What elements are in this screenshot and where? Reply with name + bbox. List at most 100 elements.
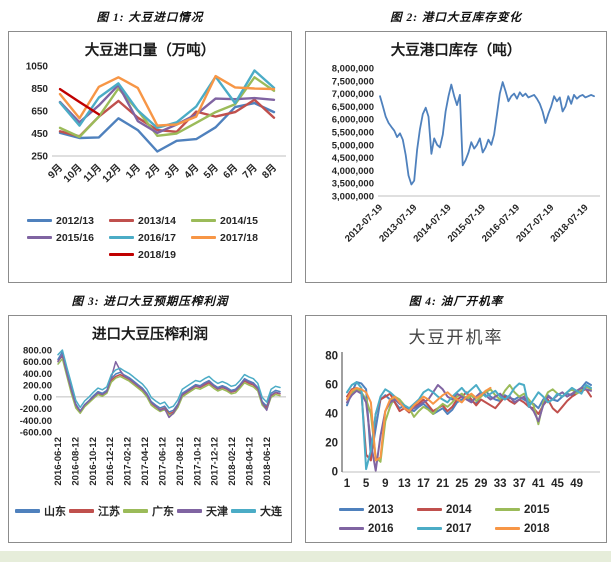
svg-text:7,000,000: 7,000,000 (332, 89, 374, 100)
legend-label: 江苏 (98, 506, 120, 518)
svg-text:49: 49 (570, 478, 583, 490)
svg-text:2016-12-12: 2016-12-12 (105, 437, 116, 486)
legend-line-swatch-icon (27, 235, 52, 240)
legend-item: 2018/19 (109, 246, 191, 263)
legend-line-swatch-icon (27, 218, 52, 223)
svg-text:33: 33 (494, 478, 507, 490)
svg-text:650: 650 (31, 107, 48, 118)
svg-text:5,000,000: 5,000,000 (332, 140, 374, 151)
legend-line-swatch-icon (109, 218, 134, 223)
charts-grid: 图 1: 大豆进口情况 图 2: 港口大豆库存变化 大豆进口量（万吨） 1050… (8, 12, 607, 543)
legend-label: 2013 (368, 503, 394, 516)
legend-line-swatch-icon (69, 509, 94, 513)
svg-text:250: 250 (31, 152, 48, 163)
legend-line-swatch-icon (339, 507, 364, 512)
legend-line-swatch-icon (417, 526, 442, 531)
legend-label: 2013/14 (138, 214, 176, 227)
legend-line-swatch-icon (339, 526, 364, 531)
crush-margin-chart: 800.00600.00400.00200.000.00-200.00-400.… (20, 346, 286, 486)
legend-item: 2017/18 (191, 229, 273, 246)
svg-text:60: 60 (325, 380, 338, 392)
svg-text:37: 37 (513, 478, 526, 490)
page-bottom-strip (0, 551, 611, 562)
legend-item: 2013/14 (109, 212, 191, 229)
chart3-legend: 山东 江苏 广东 天津 大连 (14, 502, 286, 520)
legend-item: 大连 (231, 502, 285, 520)
svg-text:7月: 7月 (240, 162, 259, 181)
legend-item: 2012/13 (27, 212, 109, 229)
svg-text:0: 0 (332, 467, 338, 479)
svg-text:6,500,000: 6,500,000 (332, 102, 374, 113)
legend-label: 天津 (206, 506, 228, 518)
legend-label: 山东 (44, 506, 66, 518)
svg-text:11月: 11月 (81, 162, 104, 185)
svg-text:0.00: 0.00 (34, 392, 53, 403)
svg-text:2016-08-12: 2016-08-12 (70, 437, 81, 486)
chart3-title: 进口大豆压榨利润 (92, 327, 208, 343)
chart4-legend: 2013 2014 2015 2016 2017 2018 (336, 500, 576, 538)
legend-label: 广东 (152, 506, 174, 518)
svg-text:1: 1 (344, 478, 351, 490)
svg-text:4,000,000: 4,000,000 (332, 166, 374, 177)
legend-item: 江苏 (69, 502, 123, 520)
svg-text:-400.00: -400.00 (20, 416, 52, 427)
legend-label: 2015 (524, 503, 550, 516)
svg-text:45: 45 (551, 478, 564, 490)
legend-item: 2015/16 (27, 229, 109, 246)
svg-text:2017-06-12: 2017-06-12 (157, 437, 168, 486)
legend-label: 大连 (260, 506, 282, 518)
svg-text:1050: 1050 (26, 62, 49, 73)
legend-line-swatch-icon (495, 526, 520, 531)
svg-text:20: 20 (325, 438, 338, 450)
svg-text:400.00: 400.00 (23, 369, 52, 380)
chart4-title: 大豆开机率 (408, 328, 504, 347)
figure2-panel: 大豆港口库存（吨） 8,000,000 7,500,000 7,000,000 6,5… (305, 31, 607, 283)
legend-item: 广东 (123, 502, 177, 520)
svg-text:2016-06-12: 2016-06-12 (53, 437, 64, 486)
svg-text:800.00: 800.00 (23, 346, 52, 357)
svg-text:2017-02-12: 2017-02-12 (123, 437, 134, 486)
legend-line-swatch-icon (123, 509, 148, 513)
legend-label: 2015/16 (56, 231, 94, 244)
svg-text:25: 25 (455, 478, 468, 490)
legend-label: 2017 (446, 522, 472, 535)
svg-text:6月: 6月 (221, 162, 240, 181)
svg-text:17: 17 (417, 478, 430, 490)
chart1-title: 大豆进口量（万吨） (84, 43, 216, 59)
legend-label: 2018/19 (138, 248, 176, 261)
svg-text:200.00: 200.00 (23, 381, 52, 392)
svg-text:80: 80 (325, 351, 338, 363)
legend-label: 2018 (524, 522, 550, 535)
figure4-caption: 图 4: 油厂开机率 (408, 296, 504, 308)
figure3-caption: 图 3: 进口大豆预期压榨利润 (71, 296, 229, 308)
legend-item: 2013 (339, 500, 417, 519)
svg-text:2017-04-12: 2017-04-12 (140, 437, 151, 486)
svg-text:10月: 10月 (61, 162, 84, 185)
figure1-panel: 大豆进口量（万吨） 1050 850 650 450 250 9月 10月 11月 12月 1月 2… (8, 31, 292, 283)
legend-line-swatch-icon (109, 235, 134, 240)
svg-text:8月: 8月 (260, 162, 279, 181)
legend-label: 2014/15 (220, 214, 258, 227)
svg-text:40: 40 (325, 409, 338, 421)
legend-line-swatch-icon (109, 252, 134, 257)
legend-label: 2017/18 (220, 231, 258, 244)
svg-text:2016-10-12: 2016-10-12 (88, 437, 99, 486)
svg-text:2018-02-12: 2018-02-12 (227, 437, 238, 486)
svg-text:4月: 4月 (182, 162, 201, 181)
svg-text:2017-12-12: 2017-12-12 (210, 437, 221, 486)
legend-label: 2016 (368, 522, 394, 535)
legend-line-swatch-icon (15, 509, 40, 513)
svg-text:2018-04-12: 2018-04-12 (245, 437, 256, 486)
svg-text:8,000,000: 8,000,000 (332, 64, 374, 75)
svg-text:2月: 2月 (143, 162, 162, 181)
svg-text:41: 41 (532, 478, 545, 490)
svg-text:-600.00: -600.00 (20, 428, 52, 439)
legend-item: 2016 (339, 519, 417, 538)
svg-text:13: 13 (398, 478, 411, 490)
svg-text:3,500,000: 3,500,000 (332, 179, 374, 190)
svg-text:21: 21 (436, 478, 449, 490)
legend-line-swatch-icon (177, 509, 202, 513)
